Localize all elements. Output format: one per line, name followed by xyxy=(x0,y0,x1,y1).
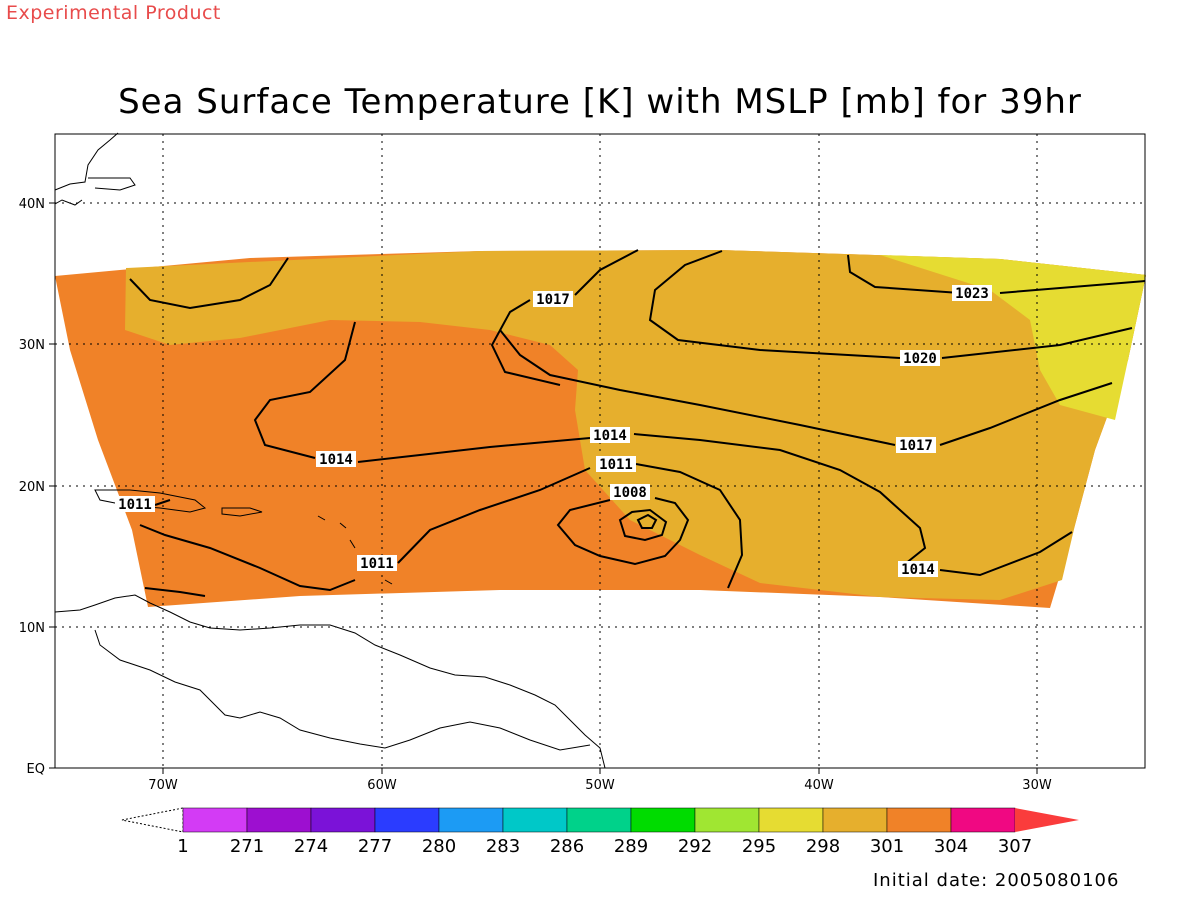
lon-tick-labels: 70W 60W 50W 40W 30W xyxy=(148,778,1052,793)
isobar-1005 xyxy=(618,508,668,542)
sst-region-298 xyxy=(880,255,1146,420)
colorbar-swatch xyxy=(246,807,312,833)
contour-labels: 1023 1020 1017 1017 1014 1014 1014 1011 … xyxy=(115,285,992,578)
colorbar-low-arrow xyxy=(121,807,184,833)
coastline-north-america xyxy=(54,132,136,206)
lat-tick-label: 20N xyxy=(19,480,45,495)
colorbar-label: 286 xyxy=(550,836,584,857)
isobar-label: 1023 xyxy=(955,286,989,302)
colorbar-label: 295 xyxy=(742,836,776,857)
lon-tick-label: 30W xyxy=(1022,778,1052,793)
isobar-1002 xyxy=(636,513,658,529)
isobar-label: 1014 xyxy=(593,428,627,444)
lon-tick-label: 60W xyxy=(367,778,397,793)
colorbar-label: 280 xyxy=(422,836,456,857)
colorbar-swatch xyxy=(758,807,824,833)
isobar-label: 1014 xyxy=(319,452,353,468)
isobar-1023 xyxy=(847,254,1146,294)
lat-tick-labels: 40N 30N 20N 10N EQ xyxy=(19,197,45,777)
colorbar-swatch xyxy=(310,807,376,833)
isobar-label: 1008 xyxy=(613,485,647,501)
colorbar-label: 277 xyxy=(358,836,392,857)
colorbar-label: 289 xyxy=(614,836,648,857)
isobar-label: 1014 xyxy=(901,562,935,578)
lat-tick-label: 40N xyxy=(19,197,45,212)
lat-tick-label: 30N xyxy=(19,338,45,353)
isobar-label: 1020 xyxy=(903,351,937,367)
isobar-1011-west xyxy=(144,499,206,597)
colorbar-swatch xyxy=(566,807,632,833)
isobar-1011 xyxy=(139,463,744,592)
isobar-label: 1011 xyxy=(360,556,394,572)
initial-date: Initial date: 2005080106 xyxy=(873,870,1120,891)
lat-tick-label: EQ xyxy=(27,762,45,777)
colorbar-swatch xyxy=(182,807,248,833)
coastline-south-america xyxy=(54,594,606,769)
coastline-caribbean-islands xyxy=(94,489,393,585)
colorbar-swatch xyxy=(502,807,568,833)
colorbar-swatch xyxy=(438,807,504,833)
colorbar-swatch xyxy=(694,807,760,833)
colorbar-label: 271 xyxy=(230,836,264,857)
isobar-label: 1017 xyxy=(536,292,570,308)
colorbar: 1 271 274 277 280 283 286 289 292 295 298 301 304 307 xyxy=(121,807,1079,857)
axis-ticks xyxy=(49,202,1038,774)
colorbar-high-arrow xyxy=(1015,808,1079,832)
isobar-label: 1011 xyxy=(118,497,152,513)
colorbar-label: 304 xyxy=(934,836,968,857)
graticule xyxy=(55,134,1145,768)
isobar-1008 xyxy=(556,497,690,566)
isobar-1014-northwest xyxy=(129,257,289,310)
colorbar-labels: 1 271 274 277 280 283 286 289 292 295 298 301 304 307 xyxy=(177,836,1032,857)
isobar-label: 1011 xyxy=(599,457,633,473)
colorbar-swatch xyxy=(950,807,1016,833)
lat-tick-label: 10N xyxy=(19,621,45,636)
colorbar-label: 283 xyxy=(486,836,520,857)
colorbar-swatch xyxy=(374,807,440,833)
experimental-label: Experimental Product xyxy=(6,2,221,24)
map-title: Sea Surface Temperature [K] with MSLP [m… xyxy=(118,82,1082,122)
isobar-label: 1017 xyxy=(899,438,933,454)
coastlines xyxy=(54,132,606,769)
colorbar-label: 307 xyxy=(998,836,1032,857)
sst-region-301 xyxy=(125,250,1146,600)
isobars xyxy=(129,249,1146,597)
colorbar-label: 301 xyxy=(870,836,904,857)
isobar-1017-east xyxy=(499,329,1113,446)
isobar-1014-north xyxy=(253,321,1073,577)
colorbar-swatch xyxy=(886,807,952,833)
colorbar-swatch xyxy=(630,807,696,833)
colorbar-swatches xyxy=(182,807,1079,833)
lon-tick-label: 40W xyxy=(804,778,834,793)
colorbar-label: 298 xyxy=(806,836,840,857)
lon-tick-label: 50W xyxy=(585,778,615,793)
colorbar-label: 1 xyxy=(177,836,188,857)
colorbar-label: 292 xyxy=(678,836,712,857)
isobar-1020 xyxy=(648,250,1133,359)
colorbar-label: 274 xyxy=(294,836,328,857)
colorbar-swatch xyxy=(822,807,888,833)
lon-tick-label: 70W xyxy=(148,778,178,793)
isobar-1017-west xyxy=(490,249,639,386)
